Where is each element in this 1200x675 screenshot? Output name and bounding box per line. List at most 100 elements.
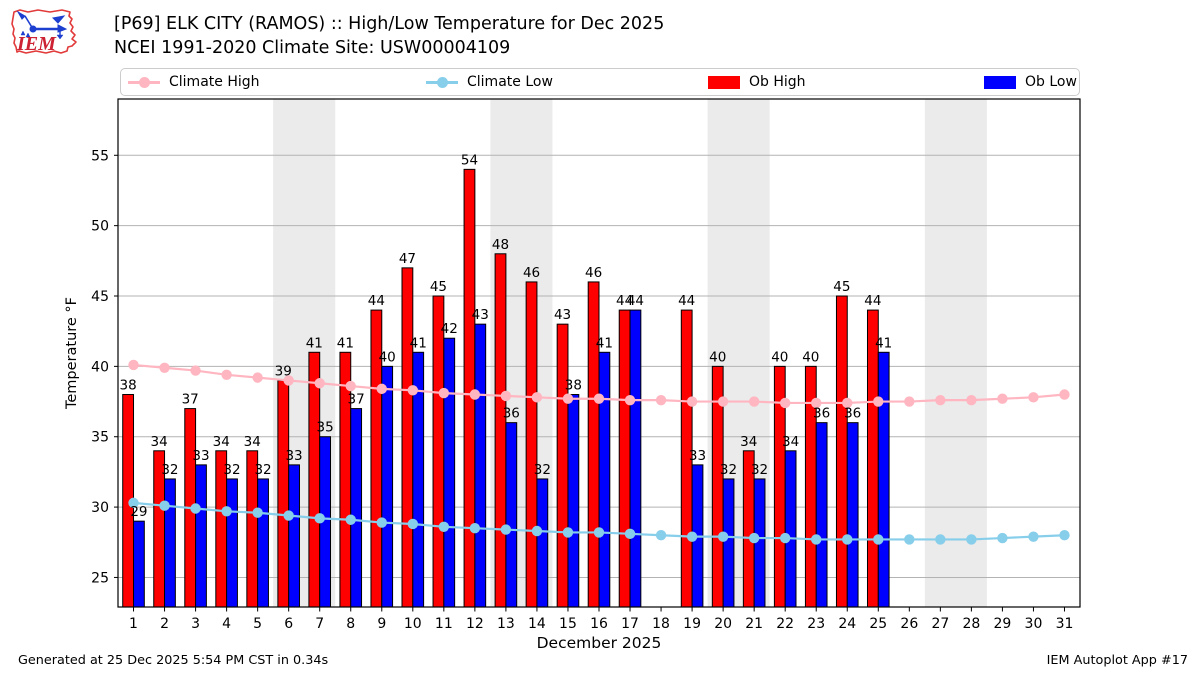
bar-value-label: 41: [337, 335, 354, 351]
bar-value-label: 54: [461, 152, 478, 168]
climate-low-point: [1059, 530, 1070, 541]
climate-high-point: [500, 390, 512, 402]
climate-high-point: [314, 378, 325, 389]
ob-low-bar: [722, 478, 735, 608]
bar-value-label: 32: [534, 462, 551, 478]
bar-value-label: 29: [130, 504, 147, 520]
ob-low-bar: [443, 337, 456, 608]
x-tick-label: 21: [745, 616, 763, 632]
x-tick-label: 9: [377, 616, 386, 632]
x-tick-label: 30: [1025, 616, 1043, 632]
climate-low-point: [904, 534, 915, 545]
ob-low-bar: [598, 351, 611, 608]
climate-low-point: [314, 513, 325, 524]
x-tick-label: 10: [404, 616, 422, 632]
x-tick-label: 29: [994, 616, 1012, 632]
climate-high-point: [997, 393, 1008, 404]
x-tick-label: 17: [621, 616, 639, 632]
bar-value-label: 33: [192, 448, 209, 464]
climate-low-point: [655, 530, 667, 541]
climate-low-point: [376, 517, 387, 528]
bar-value-label: 37: [348, 392, 365, 408]
bar-value-label: 40: [771, 349, 788, 365]
bar-value-label: 34: [782, 434, 799, 450]
climate-high-point: [128, 359, 139, 371]
bar-value-label: 32: [751, 462, 768, 478]
weather-vane-icon: [16, 10, 68, 40]
bar-value-label: 35: [317, 420, 334, 436]
climate-high-point: [811, 397, 822, 409]
bar-value-label: 44: [678, 293, 695, 309]
climate-high-point: [748, 396, 760, 407]
bar-value-label: 36: [503, 406, 520, 422]
legend-item-climate-low: Climate Low: [426, 69, 553, 95]
climate-high-point: [407, 385, 419, 396]
x-tick-label: 22: [776, 616, 794, 632]
climate-high-point: [904, 396, 915, 407]
bar-value-label: 45: [833, 279, 850, 295]
y-axis-title: Temperature °F: [64, 297, 80, 410]
y-tick-label: 30: [91, 500, 109, 516]
x-tick-label: 8: [346, 616, 355, 632]
generated-timestamp: Generated at 25 Dec 2025 5:54 PM CST in …: [18, 653, 329, 668]
x-tick-label: 18: [652, 616, 670, 632]
bar-value-label: 39: [275, 363, 292, 379]
climate-high-point: [593, 393, 605, 404]
bar-value-label: 43: [554, 307, 571, 323]
climate-low-point: [283, 510, 294, 521]
climate-low-point: [779, 532, 791, 544]
bar-value-label: 37: [182, 392, 199, 408]
ob-high-bar: [463, 168, 476, 608]
ob-low-bar: [629, 309, 642, 608]
climate-high-point: [345, 380, 356, 392]
climate-high-point: [655, 394, 667, 406]
climate-low-point: [345, 514, 356, 525]
ob-high-bar: [401, 267, 414, 608]
chart-legend: Climate High Climate Low Ob High Ob Low: [120, 68, 1080, 96]
ob-low-bar: [133, 520, 145, 608]
bar-value-label: 47: [399, 251, 416, 267]
legend-label: Ob High: [749, 74, 806, 90]
climate-low-point: [190, 503, 201, 514]
x-tick-label: 12: [466, 616, 484, 632]
x-tick-label: 14: [528, 616, 546, 632]
ob-low-bar: [226, 478, 238, 608]
climate-low-point: [128, 497, 139, 509]
bar-value-label: 38: [565, 378, 582, 394]
ob-low-bar: [784, 450, 797, 608]
bar-value-label: 41: [410, 335, 427, 351]
legend-label: Climate Low: [467, 74, 553, 90]
y-tick-label: 50: [91, 219, 109, 235]
climate-high-point: [159, 362, 170, 373]
legend-item-ob-low: Ob Low: [984, 69, 1077, 95]
climate-high-point: [438, 387, 450, 399]
bar-value-label: 40: [709, 349, 726, 365]
climate-high-point: [1059, 389, 1070, 400]
bar-value-label: 48: [492, 237, 509, 253]
legend-label: Climate High: [169, 74, 260, 90]
y-tick-label: 35: [91, 430, 109, 446]
climate-high-point: [779, 397, 791, 409]
x-tick-label: 3: [191, 616, 200, 632]
x-tick-label: 31: [1056, 616, 1074, 632]
climate-high-point: [842, 397, 853, 409]
bar-value-label: 36: [844, 406, 861, 422]
climate-high-point: [966, 394, 977, 406]
x-tick-label: 24: [838, 616, 856, 632]
title-block: [P69] ELK CITY (RAMOS) :: High/Low Tempe…: [114, 12, 664, 60]
bar-value-label: 34: [740, 434, 757, 450]
bar-value-label: 40: [802, 349, 819, 365]
climate-low-point: [997, 532, 1008, 544]
bar-value-label: 41: [306, 335, 323, 351]
bar-value-label: 33: [285, 448, 302, 464]
logo-wordmark: IEM: [16, 33, 57, 55]
x-tick-label: 15: [559, 616, 577, 632]
x-tick-label: 7: [315, 616, 324, 632]
y-tick-label: 40: [91, 359, 109, 375]
x-tick-label: 20: [714, 616, 732, 632]
x-tick-label: 16: [590, 616, 608, 632]
plot-border: [117, 98, 1081, 608]
bar-value-label: 43: [472, 307, 489, 323]
ob-low-bar: [536, 478, 549, 608]
